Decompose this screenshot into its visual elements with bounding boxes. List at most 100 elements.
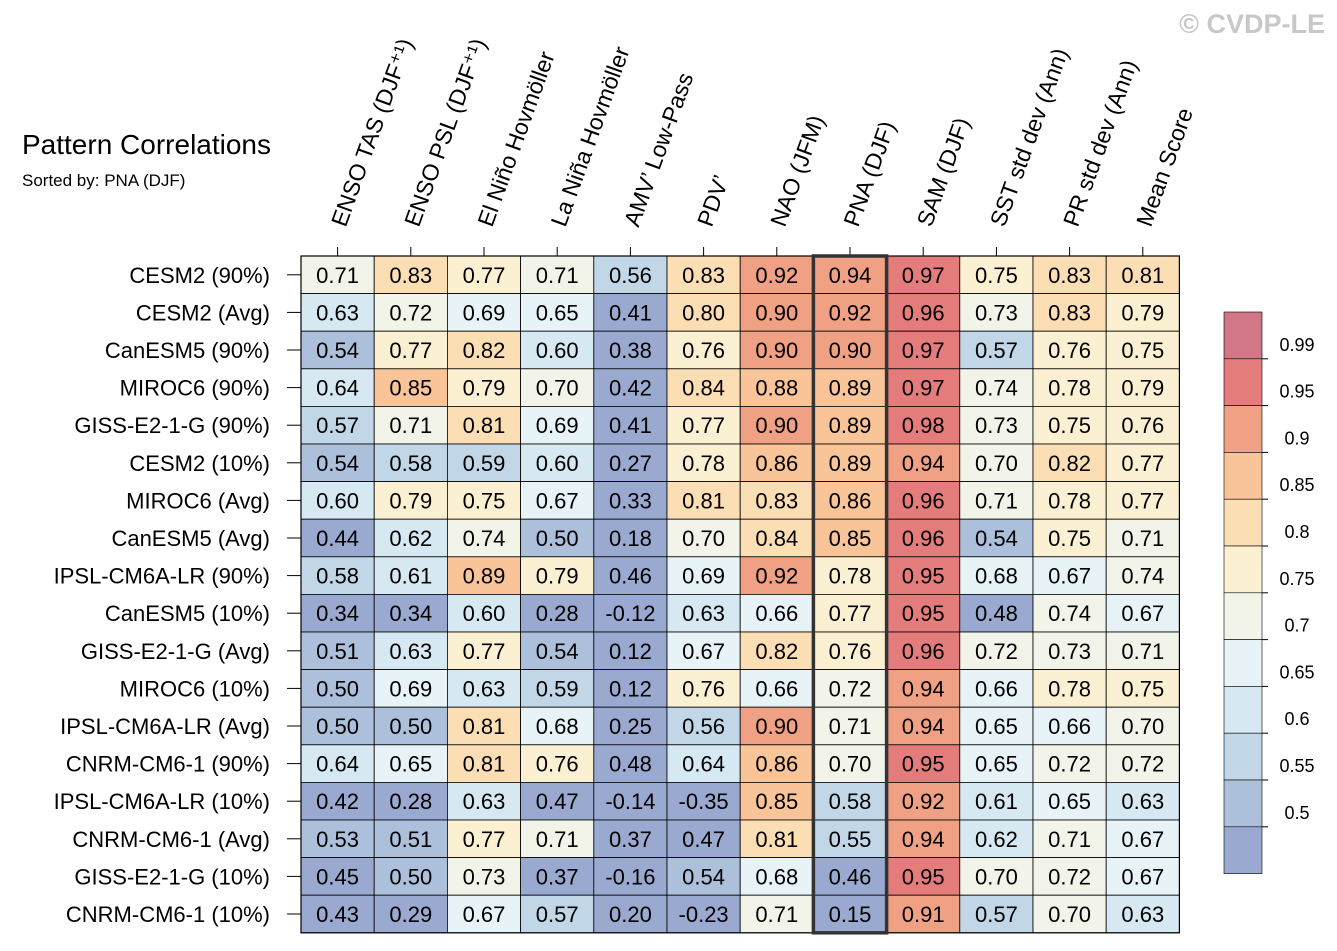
cell-value-label: 0.65 (975, 714, 1018, 739)
heatmap-cell (520, 405, 595, 445)
cell-value-label: 0.53 (316, 827, 359, 852)
heatmap-cell (300, 556, 375, 595)
cell-value-label: 0.71 (389, 413, 432, 438)
heatmap-cell (959, 744, 1034, 783)
cell-value-label: 0.41 (609, 413, 652, 438)
heatmap-cell (666, 782, 741, 821)
cell-value-label: 0.82 (755, 639, 798, 664)
heatmap-cell (446, 744, 521, 783)
heatmap-cell (666, 857, 741, 896)
colorbar-tick-label: 0.65 (1279, 662, 1314, 682)
cell-value-label: 0.81 (463, 714, 506, 739)
cell-value-label: 0.97 (902, 376, 945, 401)
heatmap-cell (813, 405, 888, 445)
cell-value-label: 0.76 (829, 639, 872, 664)
cell-value-label: 0.60 (536, 338, 579, 363)
heatmap-cell (446, 405, 521, 445)
heatmap-cell (446, 518, 521, 558)
chart-title: Pattern Correlations (22, 129, 271, 160)
cell-value-label: 0.71 (536, 263, 579, 288)
cell-value-label: 0.71 (536, 827, 579, 852)
heatmap-cell (666, 669, 741, 708)
cell-value-label: 0.85 (829, 526, 872, 551)
heatmap-cell (666, 819, 741, 858)
cell-value-label: 0.47 (682, 827, 725, 852)
cell-value-label: 0.95 (902, 564, 945, 589)
heatmap-cell (373, 669, 448, 708)
cell-value-label: 0.61 (389, 564, 432, 589)
heatmap-cell (300, 782, 375, 821)
cell-value-label: 0.65 (389, 752, 432, 777)
cell-value-label: 0.98 (902, 413, 945, 438)
cell-value-label: 0.72 (975, 639, 1018, 664)
cell-value-label: 0.90 (755, 338, 798, 363)
heatmap-cell (300, 330, 375, 370)
row-label-miroc6-avg: MIROC6 (Avg) (126, 488, 270, 513)
heatmap-cell (813, 819, 888, 858)
heatmap-cell (593, 706, 668, 746)
cell-value-label: 0.85 (755, 789, 798, 814)
colorbar-segment (1223, 826, 1263, 874)
cell-value-label: 0.76 (682, 338, 725, 363)
colorbar-tick-label: 0.6 (1284, 709, 1309, 729)
heatmap-cell (739, 894, 814, 934)
heatmap-cell (886, 669, 961, 708)
column-label-nao-jfm: NAO (JFM) (765, 112, 829, 230)
row-label-ipsl-cm6a-lr-avg: IPSL-CM6A-LR (Avg) (60, 714, 270, 739)
colorbar-segment (1223, 311, 1263, 360)
cell-value-label: 0.68 (755, 864, 798, 889)
colorbar-tick-label: 0.55 (1279, 756, 1314, 776)
heatmap-cell (520, 443, 595, 482)
cell-value-label: 0.67 (536, 488, 579, 513)
cell-value-label: 0.74 (1121, 564, 1164, 589)
cell-value-label: 0.90 (755, 413, 798, 438)
heatmap-cell (959, 443, 1034, 482)
cell-value-label: 0.50 (316, 714, 359, 739)
cell-value-label: 0.95 (902, 752, 945, 777)
cell-value-label: 0.97 (902, 338, 945, 363)
cell-value-label: 0.83 (1048, 263, 1091, 288)
cell-value-label: 0.71 (975, 488, 1018, 513)
cell-value-label: 0.81 (1121, 263, 1164, 288)
heatmap-cell (593, 744, 668, 783)
heatmap-cell (886, 857, 961, 896)
cell-value-label: 0.76 (682, 676, 725, 701)
heatmap-cell (520, 894, 595, 934)
grid-frame (300, 255, 1181, 934)
heatmap-cell (520, 293, 595, 332)
heatmap-cell (373, 782, 448, 821)
cell-value-label: 0.79 (463, 376, 506, 401)
heatmap-cell (373, 706, 448, 746)
heatmap-cell (300, 594, 375, 633)
cell-value-label: 0.46 (829, 864, 872, 889)
cell-value-label: 0.56 (682, 714, 725, 739)
heatmap-cell (446, 669, 521, 708)
highlight-column-frame (811, 254, 889, 935)
heatmap-cell (1105, 368, 1180, 407)
cell-value-label: 0.69 (682, 564, 725, 589)
heatmap-cell (959, 481, 1034, 520)
heatmap-cell (959, 594, 1034, 633)
row-label-giss-e2-1-g-avg: GISS-E2-1-G (Avg) (81, 639, 270, 664)
cell-value-label: 0.67 (1121, 864, 1164, 889)
cell-value-label: 0.81 (755, 827, 798, 852)
cell-value-label: -0.23 (679, 902, 729, 927)
heatmap-cell (959, 293, 1034, 332)
heatmap-cell (593, 368, 668, 407)
cell-value-label: 0.89 (463, 564, 506, 589)
colorbar-tick-label: 0.5 (1284, 803, 1309, 823)
cell-value-label: 0.67 (1121, 827, 1164, 852)
heatmap-cell (446, 782, 521, 821)
heatmap-cell (1032, 368, 1107, 407)
cell-value-label: 0.83 (389, 263, 432, 288)
cell-value-label: 0.69 (536, 413, 579, 438)
cell-value-label: 0.89 (829, 451, 872, 476)
cell-value-label: 0.51 (389, 827, 432, 852)
heatmap-cell (1032, 669, 1107, 708)
cell-value-label: 0.67 (1048, 564, 1091, 589)
cell-value-label: 0.75 (1121, 338, 1164, 363)
heatmap-cell (886, 706, 961, 746)
cell-value-label: 0.85 (389, 376, 432, 401)
row-label-cnrm-cm6-1-10: CNRM-CM6-1 (10%) (66, 902, 270, 927)
heatmap-cell (520, 330, 595, 370)
